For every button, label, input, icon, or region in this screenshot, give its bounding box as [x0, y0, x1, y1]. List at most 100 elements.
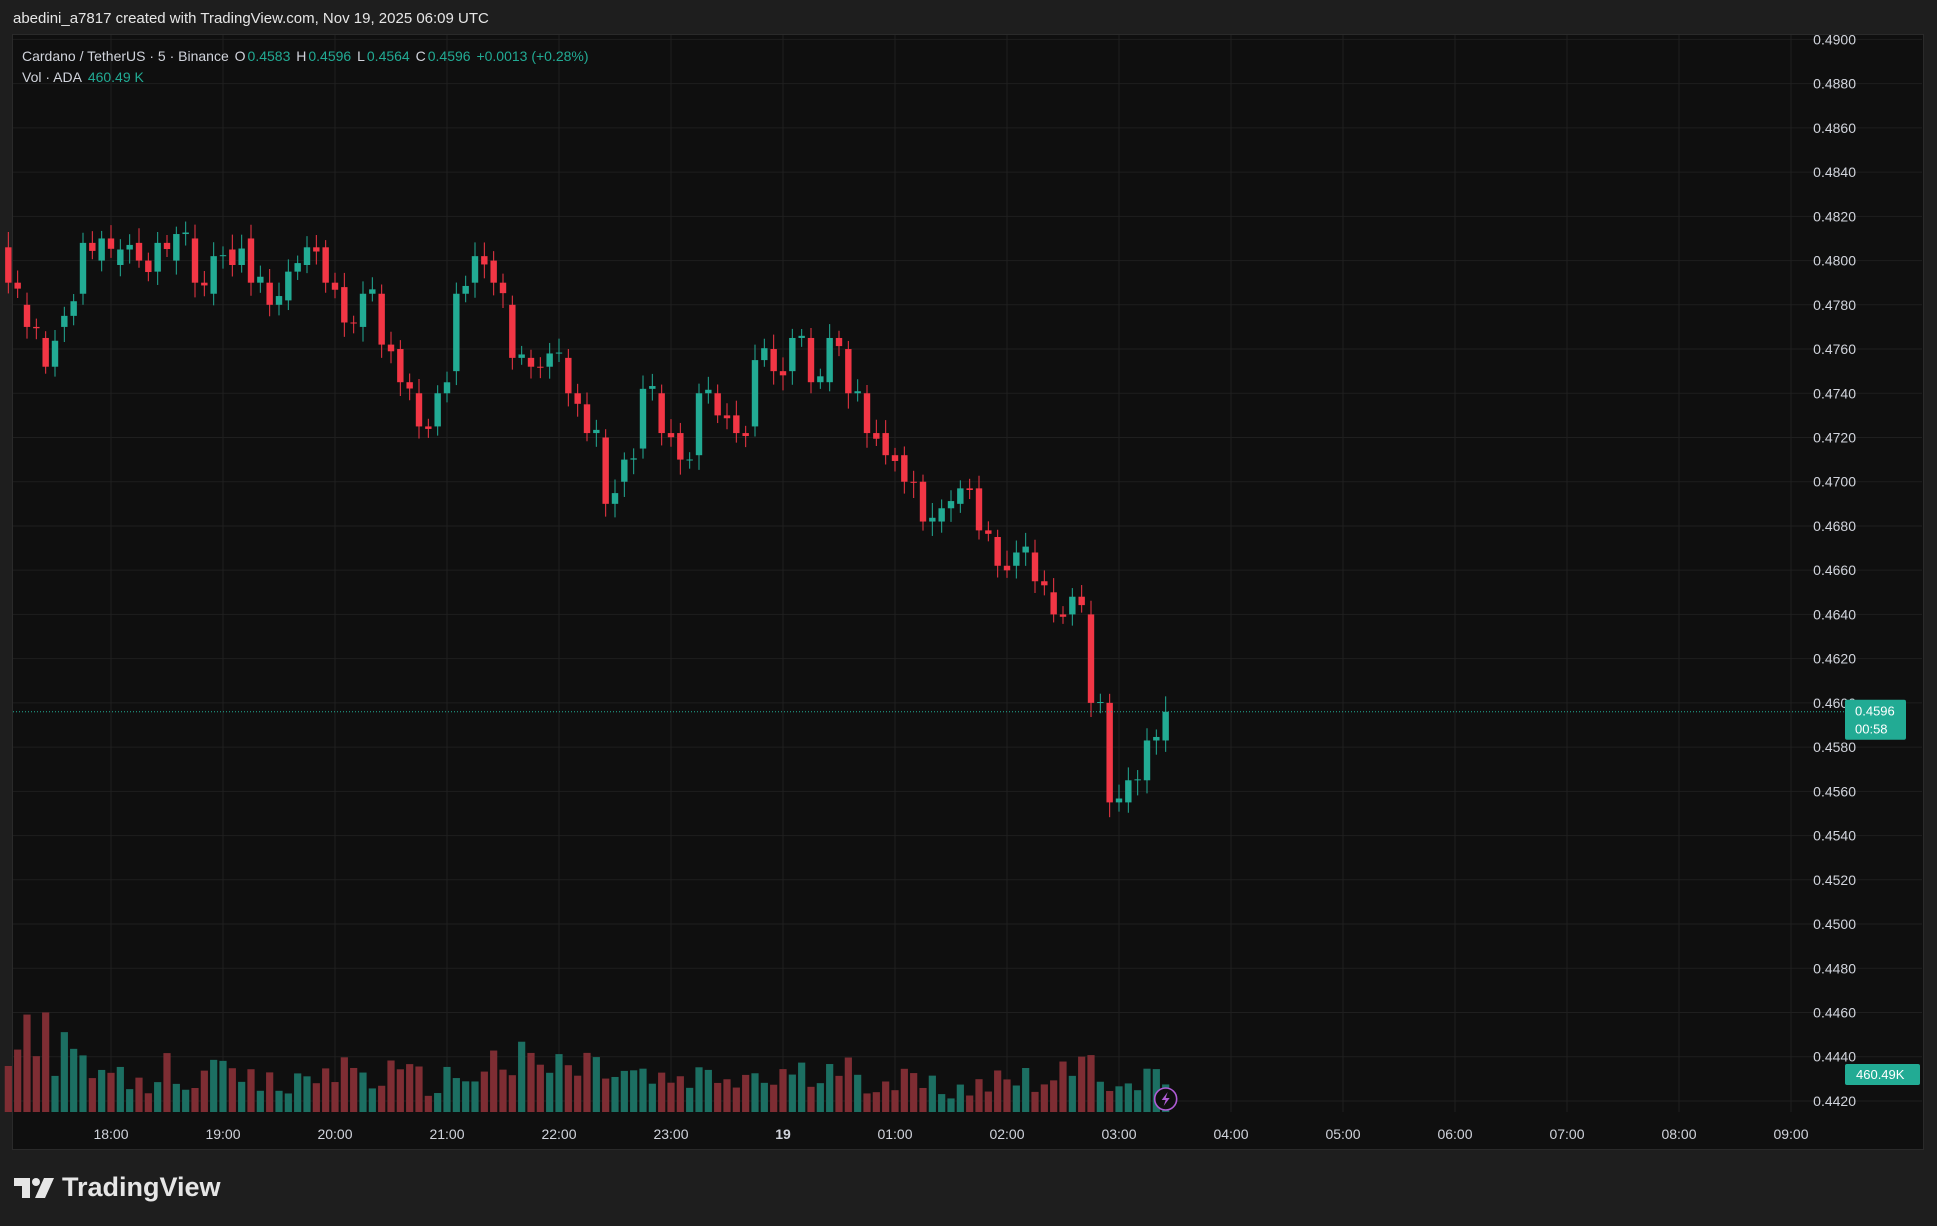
candle-body — [490, 260, 497, 283]
legend-symbol: Cardano / TetherUS · 5 · Binance — [22, 48, 229, 64]
volume-bar — [387, 1060, 395, 1112]
price-tick-label: 0.4680 — [1813, 518, 1856, 534]
time-tick-label: 19:00 — [205, 1126, 240, 1142]
volume-bar — [1050, 1080, 1058, 1112]
volume-bar — [816, 1083, 824, 1112]
volume-bar — [1115, 1086, 1123, 1112]
candle-body — [789, 337, 796, 372]
candle-body — [481, 256, 488, 265]
volume-bar — [760, 1082, 768, 1112]
volume-bar — [910, 1073, 918, 1112]
tradingview-brand: TradingView — [62, 1172, 221, 1202]
candle-body — [882, 433, 889, 456]
tradingview-logo[interactable]: TradingView — [14, 1172, 221, 1203]
candle-body — [555, 352, 563, 354]
volume-bar — [966, 1095, 974, 1112]
volume-bar — [826, 1064, 834, 1112]
volume-bar — [620, 1070, 628, 1112]
volume-bar — [182, 1089, 190, 1112]
candle-body — [350, 322, 357, 324]
candle-body — [247, 238, 255, 283]
time-tick-label: 05:00 — [1325, 1126, 1360, 1142]
volume-bar — [956, 1084, 964, 1112]
volume-bar — [144, 1093, 152, 1112]
legend-high-label: H — [296, 48, 307, 64]
candle-body — [966, 488, 973, 490]
legend-open-label: O — [234, 48, 246, 64]
volume-bar — [798, 1062, 806, 1112]
volume-bar — [1003, 1079, 1011, 1112]
candle-body — [107, 238, 115, 249]
volume-bar — [284, 1093, 292, 1112]
candle-body — [658, 393, 665, 434]
candle-body — [714, 393, 721, 416]
volume-bar — [732, 1087, 740, 1112]
candle-body — [537, 366, 544, 368]
candle-body — [611, 493, 619, 504]
volume-bar — [340, 1057, 348, 1112]
price-tick-label: 0.4500 — [1813, 916, 1856, 932]
chart-area[interactable] — [12, 34, 1924, 1150]
volume-bar — [499, 1069, 507, 1112]
time-tick-label: 18:00 — [93, 1126, 128, 1142]
volume-bar — [779, 1069, 787, 1112]
candle-body — [667, 433, 675, 438]
candlestick-chart[interactable]: 0.4900 0.4880 0.4860 0.4840 0.4820 0.4800 0.47… — [0, 0, 1937, 1150]
candle-body — [415, 393, 423, 427]
price-tick-label: 0.4880 — [1813, 76, 1856, 92]
candle-body — [527, 357, 535, 367]
volume-bar — [294, 1073, 302, 1112]
grid-lines — [13, 35, 1922, 1112]
candle-body — [947, 501, 955, 509]
volume-bar — [60, 1032, 68, 1112]
volume-bar — [686, 1087, 694, 1112]
candle-body — [1162, 711, 1169, 741]
candle-body — [751, 360, 759, 427]
volume-bar — [564, 1065, 572, 1112]
candle-body — [854, 391, 861, 394]
volume-bar — [714, 1082, 722, 1112]
volume-bar — [172, 1083, 180, 1112]
candle-body — [303, 247, 311, 265]
price-tick-label: 0.4760 — [1813, 341, 1856, 357]
candle-body — [1087, 614, 1095, 703]
volume-bar — [583, 1052, 591, 1112]
volume-bar — [1096, 1081, 1104, 1112]
volume-bar — [350, 1067, 358, 1112]
candle-body — [51, 340, 59, 367]
candle-body — [1106, 702, 1113, 803]
candle-body — [938, 508, 945, 522]
candle-body — [33, 326, 40, 329]
candle-body — [565, 357, 572, 394]
candle-body — [1097, 702, 1104, 704]
price-tick-label: 0.4800 — [1813, 253, 1856, 269]
volume-bar — [984, 1091, 992, 1112]
volume-bar — [602, 1078, 610, 1112]
candle-body — [901, 455, 908, 482]
candle-body — [957, 488, 964, 504]
volume-bar — [1087, 1055, 1095, 1112]
volume-bar — [98, 1069, 106, 1112]
volume-bar — [154, 1082, 162, 1112]
price-tick-label: 0.4900 — [1813, 31, 1856, 47]
candle-body — [173, 234, 180, 261]
volume-bar — [844, 1057, 852, 1112]
legend-close-label: C — [415, 48, 426, 64]
candle-body — [826, 337, 833, 383]
candle-body — [994, 537, 1001, 566]
volume-bars — [4, 1012, 1170, 1112]
legend-low-label: L — [357, 48, 365, 64]
candle-body — [23, 304, 31, 327]
volume-bar — [471, 1081, 479, 1112]
volume-bar — [807, 1086, 815, 1112]
lightning-icon[interactable] — [1153, 1087, 1178, 1111]
tradingview-logo-icon — [14, 1177, 54, 1198]
candle-body — [733, 415, 740, 434]
volume-bar — [1059, 1061, 1067, 1112]
volume-bar — [210, 1059, 218, 1112]
volume-bar — [947, 1098, 955, 1112]
time-tick-label: 20:00 — [317, 1126, 352, 1142]
volume-bar — [527, 1052, 535, 1112]
candle-body — [471, 256, 479, 283]
price-tick-label: 0.4560 — [1813, 783, 1856, 799]
